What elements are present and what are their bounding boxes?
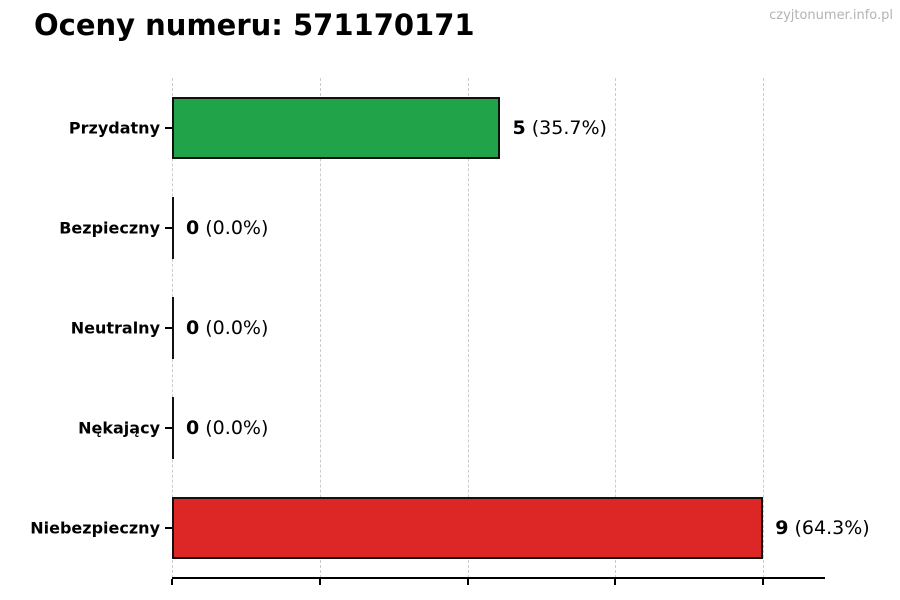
value-percent: (64.3%) (788, 517, 870, 539)
watermark: czyjtonumer.info.pl (769, 8, 893, 23)
category-label: Niebezpieczny (30, 518, 160, 538)
value-number: 0 (186, 217, 200, 239)
value-number: 0 (186, 417, 200, 439)
bar-row-4: Niebezpieczny 9 (64.3%) (30, 478, 870, 578)
x-axis-line (172, 577, 825, 579)
y-tick-mark (165, 327, 172, 329)
bar-2 (172, 297, 174, 359)
y-tick-mark (165, 527, 172, 529)
bar-row-2: Neutralny 0 (0.0%) (71, 278, 825, 378)
bar-0 (172, 97, 501, 159)
value-label: 9 (64.3%) (775, 517, 869, 539)
value-percent: (0.0%) (199, 317, 269, 339)
value-number: 0 (186, 317, 200, 339)
bar-row-1: Bezpieczny 0 (0.0%) (59, 178, 825, 278)
x-gridline (319, 78, 321, 578)
x-gridline (467, 78, 469, 578)
value-percent: (0.0%) (199, 217, 269, 239)
bar-1 (172, 197, 174, 259)
x-tick-mark (614, 579, 617, 585)
value-number: 5 (512, 117, 526, 139)
x-tick-mark (171, 579, 173, 585)
bar-4 (172, 497, 764, 559)
category-label: Nękający (78, 418, 160, 438)
category-label: Przydatny (68, 118, 160, 138)
value-number: 9 (775, 517, 789, 539)
x-gridline (615, 78, 617, 578)
x-tick-mark (318, 579, 321, 585)
value-label: 0 (0.0%) (186, 217, 268, 239)
category-label: Neutralny (70, 318, 160, 338)
x-gridline (763, 78, 765, 578)
y-tick-mark (165, 427, 172, 429)
value-label: 0 (0.0%) (186, 417, 268, 439)
bar-row-3: Nękający 0 (0.0%) (78, 378, 825, 478)
category-label: Bezpieczny (59, 218, 160, 238)
plot-area: Przydatny 5 (35.7%) Bezpieczny 0 (0.0%) Neut… (30, 78, 870, 585)
chart-title: Oceny numeru: 571170171 (34, 8, 475, 42)
value-percent: (0.0%) (199, 417, 269, 439)
y-tick-mark (165, 127, 172, 129)
value-label: 5 (35.7%) (512, 117, 606, 139)
bar-row-0: Przydatny 5 (35.7%) (69, 78, 825, 178)
x-tick-mark (762, 579, 765, 585)
value-percent: (35.7%) (525, 117, 607, 139)
value-label: 0 (0.0%) (186, 317, 268, 339)
bar-3 (172, 397, 174, 459)
y-tick-mark (165, 227, 172, 229)
x-tick-mark (466, 579, 469, 585)
